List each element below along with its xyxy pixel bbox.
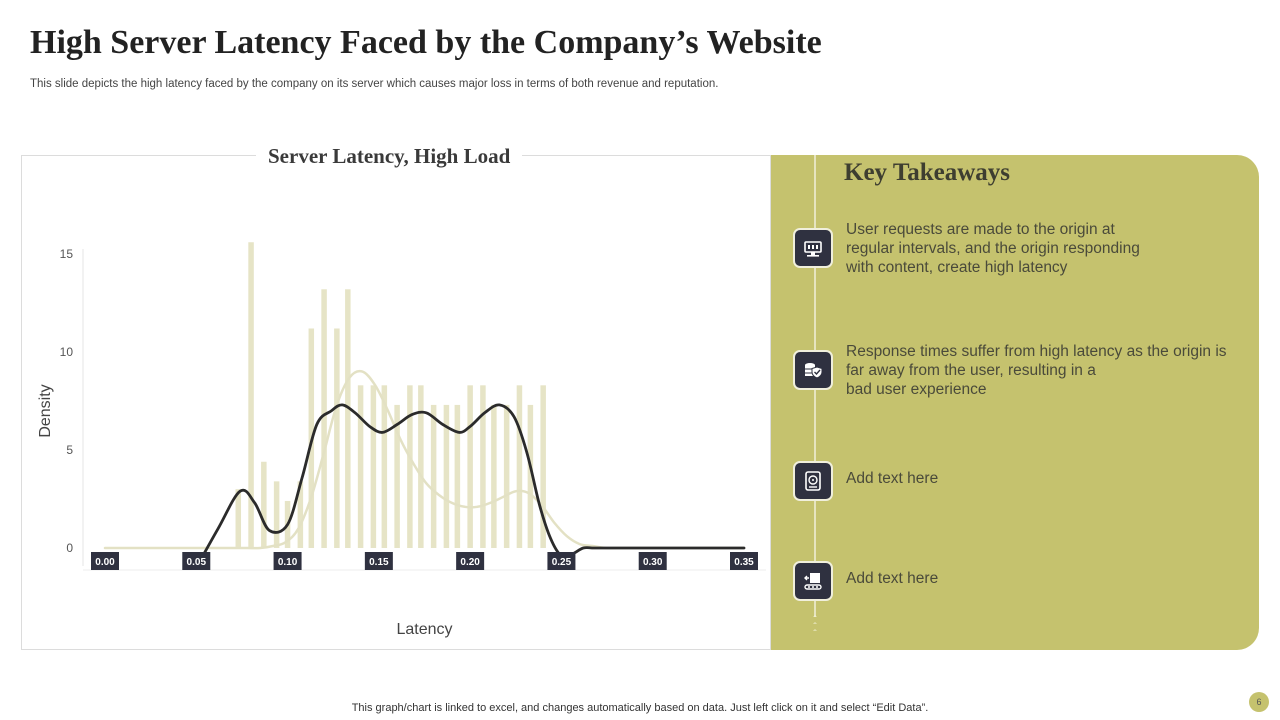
- x-tick-badge: [273, 552, 302, 570]
- x-tick-label: 0.30: [643, 557, 663, 568]
- histogram-bar: [491, 404, 497, 548]
- histogram-bar: [454, 404, 461, 548]
- takeaway-text-3: Add text here: [846, 470, 939, 487]
- histogram-bar: [235, 489, 242, 548]
- x-tick: 0.25: [547, 552, 576, 570]
- x-tick: 0.30: [638, 552, 667, 570]
- x-tick-label: 0.00: [95, 557, 115, 568]
- x-tick: 0.20: [456, 552, 485, 570]
- x-tick: 0.00: [91, 552, 119, 570]
- y-tick-label: 10: [60, 345, 74, 359]
- histogram-bar: [443, 404, 450, 548]
- histogram-bar: [516, 385, 523, 548]
- page-number-badge: 6: [1249, 692, 1269, 712]
- histogram-bar: [407, 385, 413, 548]
- x-tick-label: 0.05: [187, 557, 207, 568]
- takeaway-text-1: User requests are made to the origin at …: [846, 221, 1140, 276]
- server-conveyor-icon: [793, 561, 833, 601]
- y-tick-label: 15: [60, 247, 74, 261]
- x-tick-badge: [456, 552, 485, 570]
- database-shield-icon: [793, 350, 833, 390]
- x-tick: 0.05: [182, 552, 211, 570]
- histogram-bar: [418, 385, 424, 548]
- y-tick-label: 5: [66, 443, 73, 457]
- footer-note: This graph/chart is linked to excel, and…: [351, 702, 929, 714]
- normal-fit-curve: [103, 369, 746, 550]
- takeaway-item-4: Add text here: [793, 561, 1253, 621]
- histogram-bar: [467, 385, 473, 548]
- histogram-bar: [357, 385, 364, 548]
- x-tick-badge: [364, 552, 393, 570]
- hard-drive-icon: [793, 461, 833, 501]
- histogram-bar: [370, 385, 377, 548]
- x-tick-label: 0.10: [278, 557, 298, 568]
- x-tick-badge: [638, 552, 667, 570]
- takeaway-item-1: User requests are made to the origin at …: [793, 221, 1253, 288]
- x-tick: 0.15: [364, 552, 393, 570]
- histogram-bar: [297, 481, 304, 548]
- histogram-bar: [273, 481, 280, 548]
- x-tick-badge: [547, 552, 576, 570]
- histogram-bar: [540, 385, 546, 548]
- histogram-bar: [261, 461, 267, 548]
- histogram-bar: [527, 404, 534, 548]
- x-tick-label: 0.35: [734, 557, 754, 568]
- key-takeaways-title: Key Takeaways: [844, 159, 1011, 186]
- x-tick-badge: [91, 552, 119, 570]
- histogram-bar: [480, 385, 486, 548]
- takeaway-item-3: Add text here: [793, 461, 1253, 521]
- slide-subtitle: This slide depicts the high latency face…: [30, 78, 719, 90]
- chart-panel: 0 5 10 15 0.00 0.05 0.10 0.15 0.20 0.25 0.30 0.35 La…: [21, 144, 771, 650]
- takeaway-item-2: Response times suffer from high latency …: [793, 343, 1253, 410]
- x-tick-label: 0.15: [369, 557, 389, 568]
- x-axis-title: Latency: [396, 621, 452, 638]
- x-tick: 0.35: [730, 552, 758, 570]
- chart-title: Server Latency, High Load: [256, 144, 523, 169]
- x-tick-badge: [182, 552, 211, 570]
- histogram-bar: [394, 404, 400, 548]
- takeaway-text-4: Add text here: [846, 570, 939, 587]
- histogram-bar: [381, 385, 388, 548]
- x-tick: 0.10: [273, 552, 302, 570]
- histogram-bar: [321, 289, 327, 548]
- latency-density-chart: 0 5 10 15 0.00 0.05 0.10 0.15 0.20 0.25 0.30 0.35 La…: [37, 242, 766, 638]
- server-monitor-icon: [793, 228, 833, 268]
- x-tick-badge: [730, 552, 758, 570]
- histogram-bar: [503, 404, 510, 548]
- histogram-bar: [334, 328, 340, 548]
- y-axis-title: Density: [37, 384, 54, 437]
- x-tick-label: 0.20: [460, 557, 480, 568]
- histogram-bar: [430, 404, 437, 548]
- x-tick-label: 0.25: [552, 557, 572, 568]
- histogram-bar: [248, 242, 254, 548]
- takeaway-text-2: Response times suffer from high latency …: [846, 343, 1227, 398]
- histogram-bar: [345, 289, 351, 548]
- y-tick-label: 0: [66, 541, 73, 555]
- slide-title: High Server Latency Faced by the Company…: [30, 24, 822, 61]
